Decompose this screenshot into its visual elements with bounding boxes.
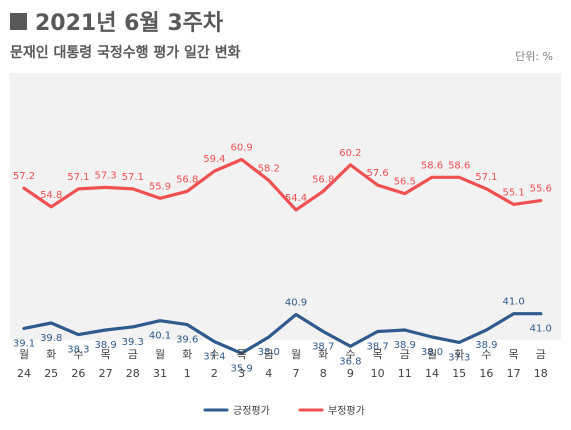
series-line-1 bbox=[22, 312, 543, 355]
x-tick-day: 15 bbox=[452, 367, 466, 380]
data-label: 39.8 bbox=[40, 333, 62, 344]
x-tick-weekday: 목 bbox=[509, 348, 519, 361]
data-label: 41.0 bbox=[530, 324, 552, 335]
x-tick-weekday: 금 bbox=[400, 348, 410, 361]
x-tick-day: 16 bbox=[479, 367, 493, 380]
data-label: 60.9 bbox=[230, 143, 252, 154]
x-tick-weekday: 화 bbox=[46, 348, 56, 361]
data-label: 60.2 bbox=[339, 148, 361, 159]
x-tick-day: 8 bbox=[320, 367, 327, 380]
data-label: 41.0 bbox=[502, 297, 524, 308]
x-tick-day: 28 bbox=[126, 367, 140, 380]
x-tick-weekday: 목 bbox=[101, 348, 111, 361]
data-label: 38.7 bbox=[312, 342, 334, 353]
legend-label: 긍정평가 bbox=[233, 405, 270, 417]
data-label: 57.1 bbox=[122, 172, 144, 183]
data-label: 40.1 bbox=[149, 331, 171, 342]
data-label: 39.6 bbox=[176, 335, 198, 346]
data-label: 55.6 bbox=[530, 184, 552, 195]
x-tick-weekday: 화 bbox=[182, 348, 192, 361]
x-tick-weekday: 화 bbox=[318, 348, 328, 361]
data-label: 38.0 bbox=[421, 347, 443, 358]
chart-title-text: 2021년 6월 3주차 bbox=[35, 11, 224, 36]
data-label: 37.3 bbox=[448, 352, 470, 363]
data-label: 57.1 bbox=[67, 172, 89, 183]
series-line-0 bbox=[22, 157, 543, 212]
x-tick-day: 10 bbox=[371, 367, 385, 380]
data-label: 38.9 bbox=[394, 340, 416, 351]
data-label: 38.7 bbox=[366, 342, 388, 353]
x-tick-day: 9 bbox=[347, 367, 354, 380]
x-tick-weekday: 수 bbox=[209, 348, 219, 361]
data-label: 57.3 bbox=[94, 170, 116, 181]
data-label: 58.2 bbox=[258, 163, 280, 174]
data-label: 36.8 bbox=[339, 356, 361, 367]
x-tick-weekday: 목 bbox=[373, 348, 383, 361]
plot-area bbox=[10, 73, 561, 340]
data-label: 39.1 bbox=[13, 338, 35, 349]
data-label: 54.8 bbox=[40, 190, 62, 201]
unit-label: 단위: % bbox=[515, 50, 553, 63]
x-tick-weekday: 월 bbox=[427, 348, 437, 361]
data-label: 56.5 bbox=[394, 177, 416, 188]
data-label: 55.1 bbox=[502, 187, 524, 198]
x-tick-day: 4 bbox=[265, 367, 272, 380]
x-tick-day: 17 bbox=[507, 367, 521, 380]
data-label: 35.9 bbox=[230, 363, 252, 374]
data-label: 38.9 bbox=[94, 340, 116, 351]
x-tick-day: 7 bbox=[293, 367, 300, 380]
data-label: 56.8 bbox=[312, 174, 334, 185]
data-label: 57.1 bbox=[475, 172, 497, 183]
data-label: 55.9 bbox=[149, 181, 171, 192]
data-label: 40.9 bbox=[285, 298, 307, 309]
x-tick-weekday: 목 bbox=[237, 348, 247, 361]
x-tick-day: 14 bbox=[425, 367, 439, 380]
data-label: 58.6 bbox=[421, 160, 443, 171]
data-label: 59.4 bbox=[203, 154, 225, 165]
x-tick-day: 31 bbox=[153, 367, 167, 380]
data-label: 58.6 bbox=[448, 160, 470, 171]
x-tick-weekday: 수 bbox=[481, 348, 491, 361]
data-label: 38.3 bbox=[67, 345, 89, 356]
data-label: 38.0 bbox=[258, 347, 280, 358]
x-tick-day: 2 bbox=[211, 367, 218, 380]
x-tick-day: 27 bbox=[99, 367, 113, 380]
chart-title: 2021년 6월 3주차 bbox=[10, 6, 223, 36]
x-tick-weekday: 금 bbox=[128, 348, 138, 361]
x-tick-day: 18 bbox=[534, 367, 548, 380]
data-label: 57.6 bbox=[366, 168, 388, 179]
x-tick-day: 25 bbox=[44, 367, 58, 380]
x-tick-day: 1 bbox=[184, 367, 191, 380]
x-tick-weekday: 금 bbox=[536, 348, 546, 361]
chart-subtitle: 문재인 대통령 국정수행 평가 일간 변화 bbox=[10, 45, 241, 61]
x-tick-day: 26 bbox=[71, 367, 85, 380]
x-tick-weekday: 월 bbox=[19, 348, 29, 361]
data-label: 39.3 bbox=[122, 337, 144, 348]
x-tick-weekday: 수 bbox=[73, 348, 83, 361]
x-tick-weekday: 월 bbox=[291, 348, 301, 361]
x-tick-weekday: 월 bbox=[155, 348, 165, 361]
title-square-icon bbox=[10, 12, 27, 30]
x-tick-weekday: 화 bbox=[454, 348, 464, 361]
data-label: 37.4 bbox=[203, 352, 225, 363]
x-tick-weekday: 수 bbox=[345, 348, 355, 361]
x-tick-day: 11 bbox=[398, 367, 412, 380]
x-tick-weekday: 금 bbox=[264, 348, 274, 361]
data-label: 57.2 bbox=[13, 171, 35, 182]
data-label: 56.8 bbox=[176, 174, 198, 185]
x-tick-day: 3 bbox=[238, 367, 245, 380]
legend-label: 부정평가 bbox=[328, 405, 365, 417]
x-tick-day: 24 bbox=[17, 367, 31, 380]
data-label: 54.4 bbox=[285, 193, 307, 204]
data-label: 38.9 bbox=[475, 340, 497, 351]
